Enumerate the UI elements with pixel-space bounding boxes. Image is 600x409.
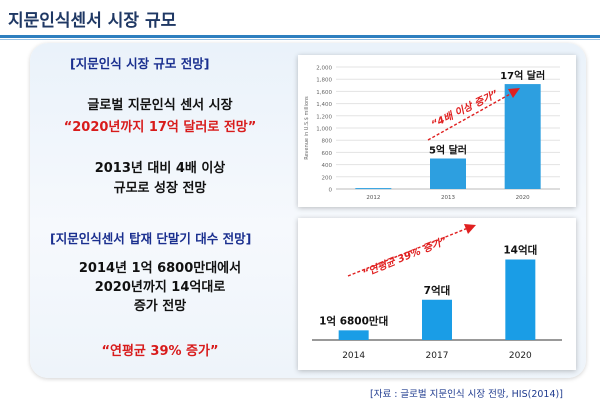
- section1-line4: 규모로 성장 전망: [113, 181, 207, 196]
- y-tick-label: 1,200: [316, 114, 332, 120]
- x-tick-label: 2020: [516, 195, 530, 201]
- x-tick-label: 2014: [342, 351, 365, 361]
- section1-line3: 2013년 대비 4배 이상: [94, 161, 226, 176]
- y-tick-label: 1,400: [316, 102, 332, 108]
- y-tick-label: 0: [329, 188, 333, 194]
- bar: [505, 259, 536, 340]
- data-label: 14억대: [503, 244, 537, 257]
- chart1-box: 0 200 400 600 800 1,000 1,200 1,400 1,600 1,800 2,…: [298, 55, 576, 207]
- x-tick-label: 2013: [441, 195, 455, 201]
- data-label: 1억 6800만대: [319, 314, 388, 327]
- section2-line2: 2020년까지 14억대로: [94, 280, 226, 295]
- y-tick-label: 1,600: [316, 90, 332, 96]
- section2-line3: 증가 전망: [133, 299, 187, 314]
- bar: [430, 158, 466, 189]
- title-rule-thin: [0, 39, 600, 40]
- bar: [504, 84, 541, 189]
- section1-heading: [지문인식 시장 규모 전망]: [70, 56, 210, 71]
- growth-arrow: [347, 227, 469, 277]
- chart2-box: 2014 1억 6800만대 2017 7억대 2020 14억대 “연평균 39% 증가”: [298, 218, 576, 370]
- growth-annotation: “4배 이상 증가”: [429, 88, 500, 131]
- bar: [338, 330, 369, 340]
- chart1-svg: 0 200 400 600 800 1,000 1,200 1,400 1,600 1,800 2,…: [304, 66, 560, 201]
- bar: [355, 188, 392, 190]
- page-title: 지문인식센서 시장 규모: [8, 11, 177, 31]
- section2-line1: 2014년 1억 6800만대에서: [78, 261, 242, 276]
- y-tick-label: 800: [322, 139, 333, 145]
- title-rule: [0, 35, 600, 38]
- data-label: 17억 달러: [500, 69, 545, 82]
- growth-annotation: “연평균 39% 증가”: [361, 235, 449, 280]
- y-tick-label: 600: [322, 151, 333, 157]
- bar: [422, 299, 452, 340]
- x-tick-label: 2012: [366, 195, 380, 201]
- section1-line1: 글로벌 지문인식 센서 시장: [87, 98, 233, 113]
- growth-arrow-head: [464, 224, 476, 234]
- y-tick-label: 1,000: [316, 127, 332, 133]
- y-tick-label: 200: [322, 175, 333, 181]
- section2-heading: [지문인식센서 탑재 단말기 대수 전망]: [50, 231, 252, 246]
- y-axis-label: Revenue in U.S.$ millions: [304, 96, 310, 160]
- growth-arrow-head: [508, 88, 520, 98]
- x-tick-label: 2020: [509, 351, 532, 361]
- data-label: 5억 달러: [429, 144, 467, 157]
- chart2-svg: 2014 1억 6800만대 2017 7억대 2020 14억대 “연평균 39% 증가”: [312, 224, 562, 361]
- data-label: 7억대: [424, 284, 451, 297]
- x-tick-label: 2017: [426, 351, 449, 361]
- growth-arrow: [427, 92, 513, 141]
- section2-highlight: “연평균 39% 증가”: [101, 344, 219, 359]
- y-tick-label: 1,800: [316, 78, 332, 84]
- section1-highlight: “2020년까지 17억 달러로 전망”: [63, 120, 257, 135]
- source-note: [자료 : 글로벌 지문인식 시장 전망, HIS(2014)]: [370, 389, 563, 400]
- y-tick-label: 2,000: [316, 66, 332, 72]
- y-tick-label: 400: [322, 163, 333, 169]
